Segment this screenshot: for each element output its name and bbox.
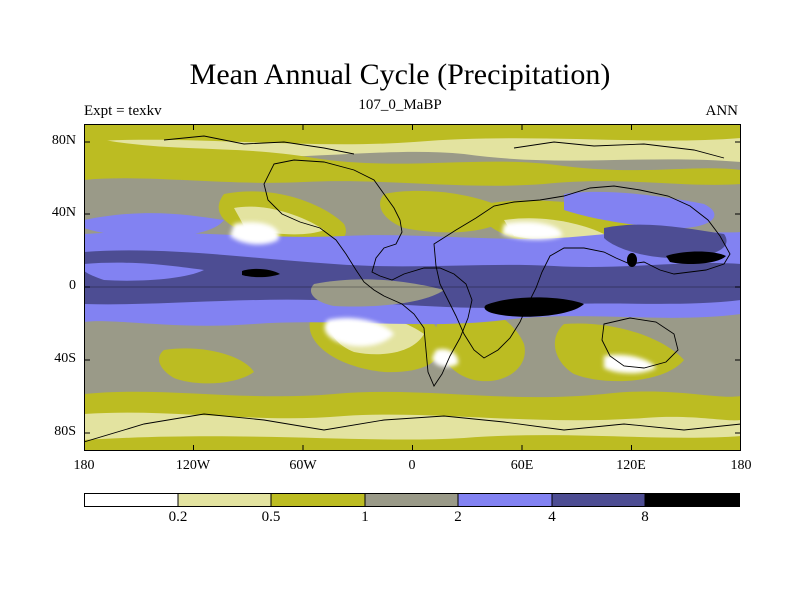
australia-outline [601, 317, 679, 369]
lon-label-120w: 120W [175, 458, 211, 473]
precip-field [84, 124, 741, 451]
legend-label-3: 2 [454, 509, 462, 525]
core-seasia [627, 253, 637, 267]
lon-label-180w: 180 [73, 458, 95, 473]
lon-label-120e: 120E [616, 458, 646, 473]
colorbar-outlines [84, 493, 740, 507]
plot-title: Mean Annual Cycle (Precipitation) [189, 58, 611, 91]
lat-label-80n: 80N [51, 133, 76, 148]
americas-outline [263, 159, 473, 387]
legend-label-1: 0.5 [261, 509, 281, 525]
eurasia-africa-outline [433, 185, 731, 359]
band-south-pale [84, 412, 741, 440]
wedge-epac-gray [310, 279, 444, 307]
core-pacific [242, 268, 280, 278]
lon-label-60w: 60W [289, 458, 317, 473]
x-ticks-top [193, 124, 632, 130]
arctic-coast-east-outline [513, 141, 725, 159]
dry-npac [230, 222, 280, 245]
y-ticks-right [735, 141, 741, 434]
band-asia-monsoon [604, 224, 727, 258]
colorbar-box-5 [552, 493, 645, 507]
colorbar-box-4 [458, 493, 552, 507]
legend-label-0: 0.2 [168, 509, 188, 525]
colorbar-box-1 [178, 493, 271, 507]
colorbar-box-0 [84, 493, 178, 507]
season-label: ANN [705, 103, 739, 119]
lat-label-40s: 40S [54, 351, 76, 366]
core-indian [484, 297, 584, 317]
antarctica-outline [84, 413, 741, 443]
lat-label-80s: 80S [54, 424, 76, 439]
band-tropics-wetter [84, 250, 741, 308]
legend-label-4: 4 [548, 509, 556, 525]
lat-label-40n: 40N [51, 205, 76, 220]
lat-label-0: 0 [69, 278, 76, 293]
dry-nafrica [502, 221, 563, 240]
colorbar-dividers [177, 493, 646, 507]
continent-outlines [84, 135, 741, 443]
lon-label-180e: 180 [730, 458, 752, 473]
blob-sepac-olive [159, 348, 254, 384]
band-nwest-wet [84, 213, 224, 238]
band-npac-wet [564, 191, 715, 228]
colorbar-box-6 [645, 493, 740, 507]
colorbar-box-3 [365, 493, 458, 507]
x-ticks [193, 445, 632, 451]
dry-sind [604, 354, 656, 374]
precipitation-map [84, 124, 741, 451]
dry-spac [324, 317, 394, 347]
legend-label-2: 1 [361, 509, 369, 525]
experiment-label: Expt = texkv [84, 103, 162, 119]
band-north-olive [84, 136, 741, 186]
band-wpac-wet [84, 262, 204, 281]
lon-label-60e: 60E [510, 458, 534, 473]
blob-natl-olive [380, 190, 514, 233]
time-label: 107_0_MaBP [358, 97, 442, 113]
colorbar-box-2 [271, 493, 365, 507]
colorbar [84, 493, 740, 507]
band-north-edge [84, 124, 741, 145]
legend-label-5: 8 [641, 509, 649, 525]
arctic-coast-outline [163, 135, 355, 155]
lon-label-0: 0 [408, 458, 416, 473]
colorbar-border [84, 493, 740, 507]
tick-marks [84, 124, 741, 451]
y-ticks [84, 141, 90, 434]
core-wpac [666, 251, 726, 264]
